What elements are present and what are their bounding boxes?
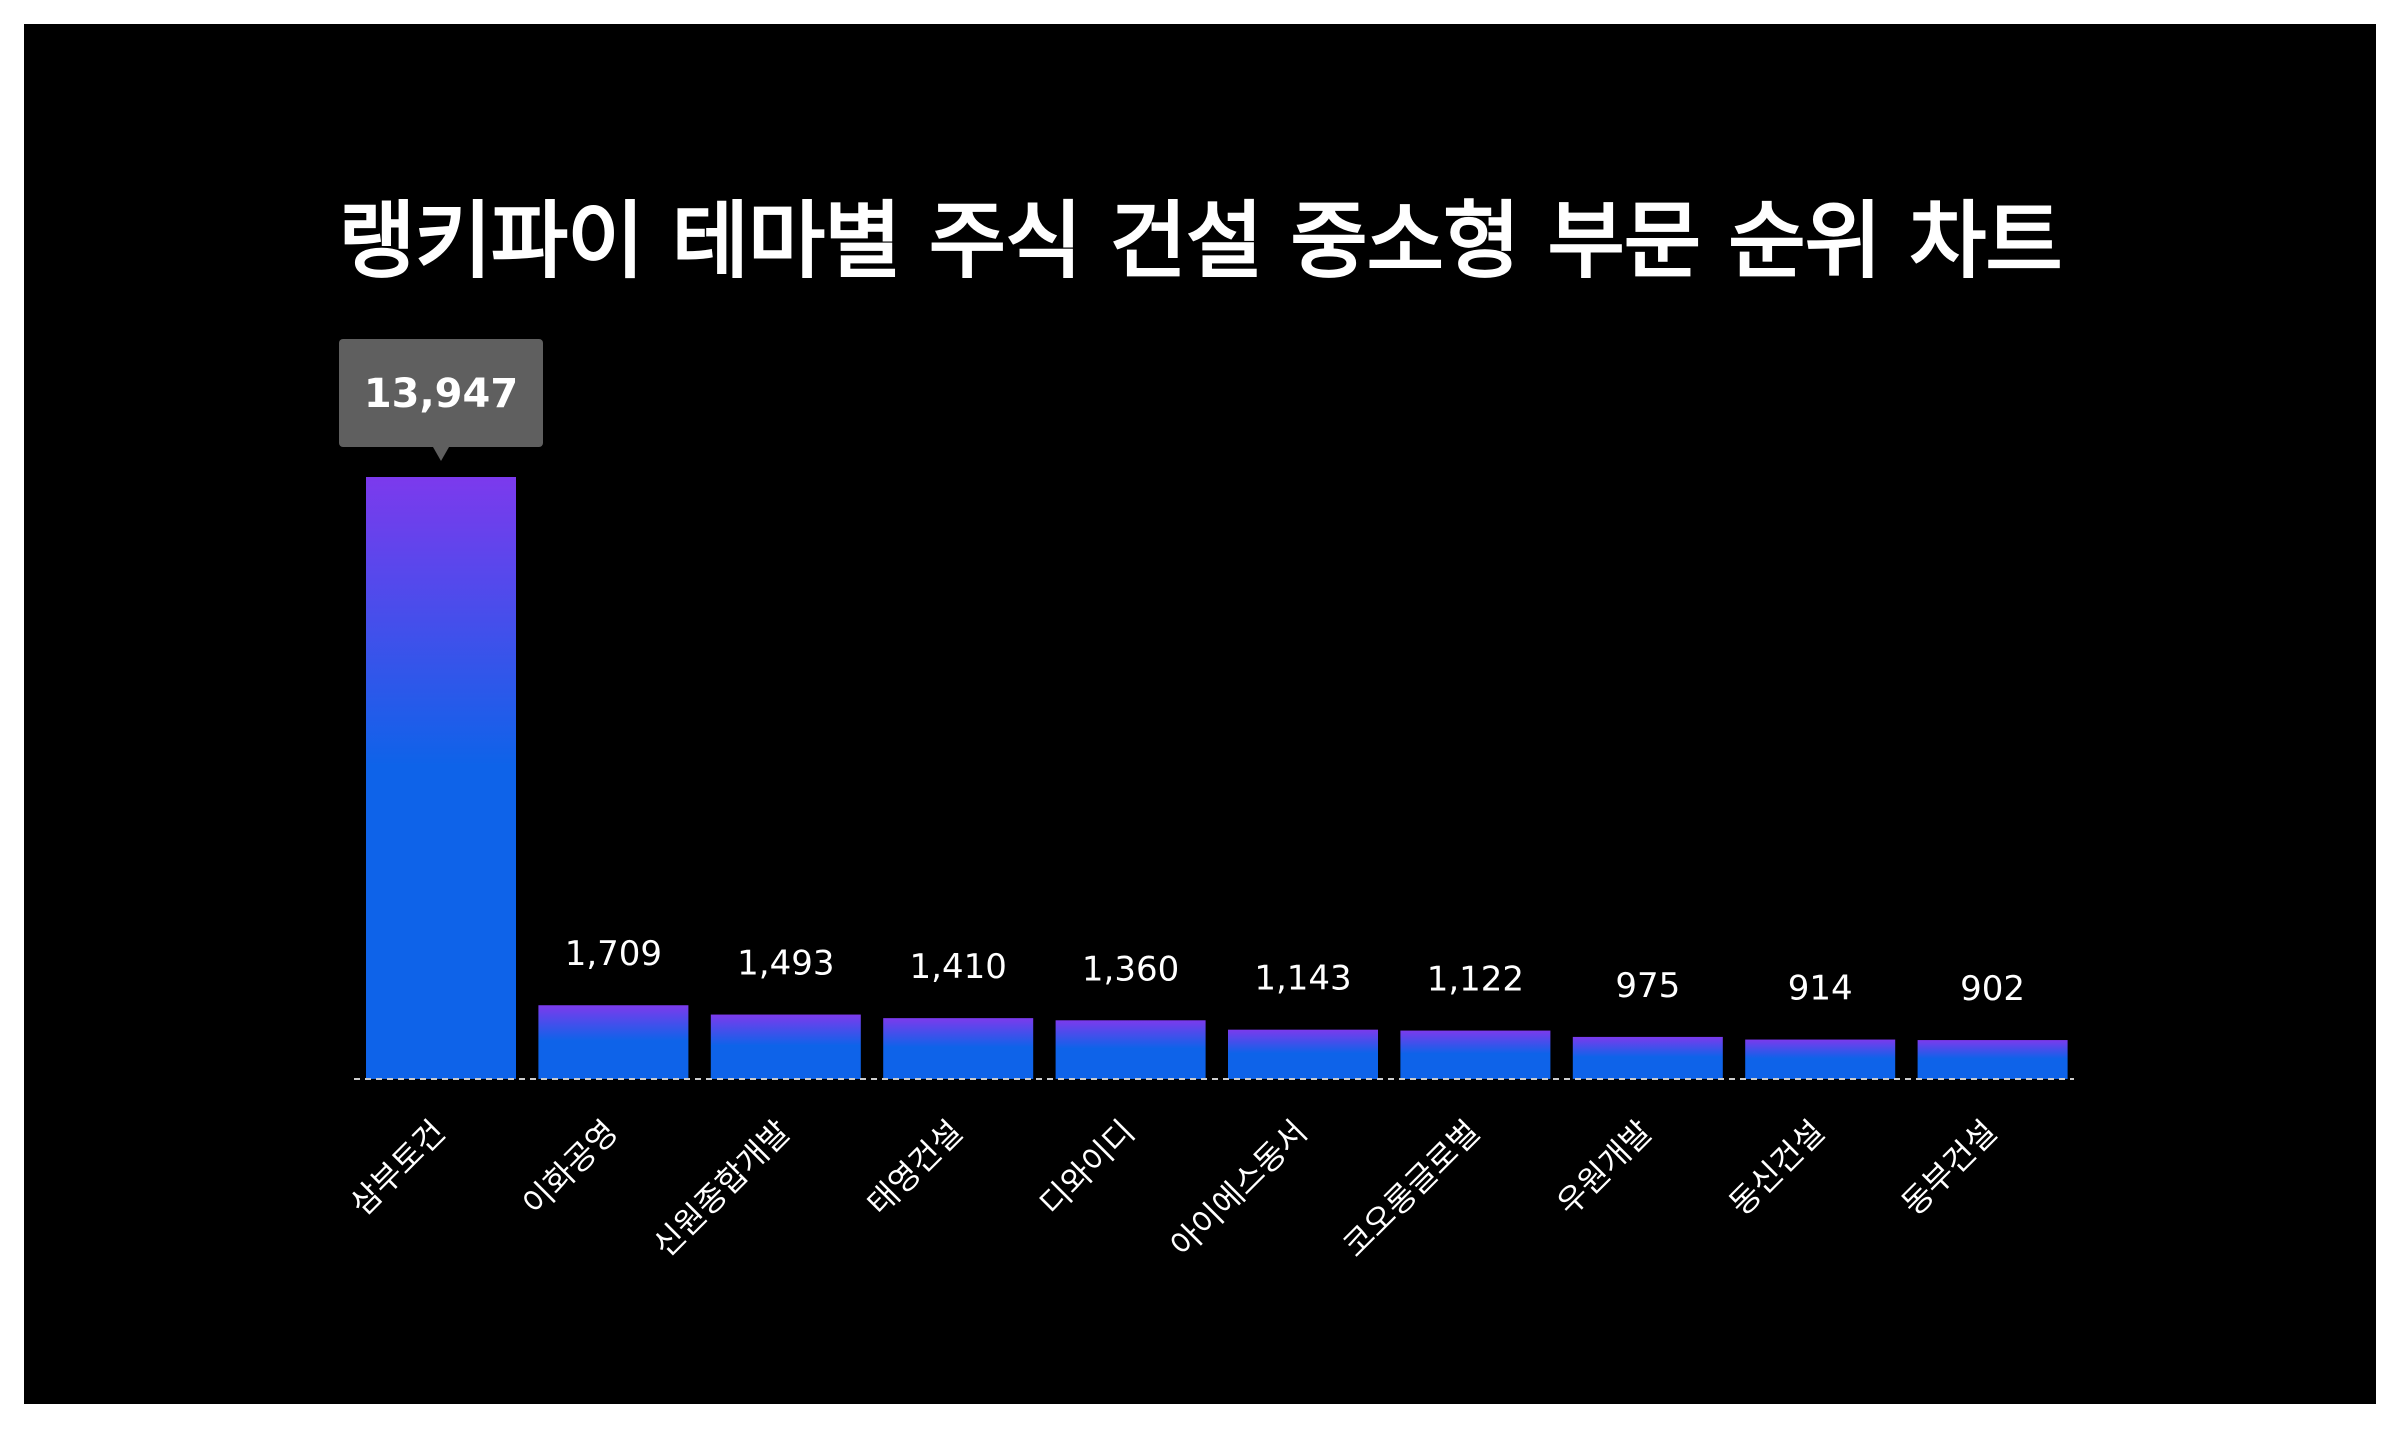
bar-3[interactable] bbox=[710, 1014, 861, 1079]
value-label-8: 975 bbox=[1615, 966, 1680, 1006]
category-label-6: 아이에스동서 bbox=[1163, 1113, 1315, 1265]
bar-2[interactable] bbox=[538, 1005, 689, 1079]
value-label-1: 13,947 bbox=[364, 371, 518, 417]
value-label-10: 902 bbox=[1960, 969, 2025, 1009]
bar-1[interactable] bbox=[366, 477, 516, 1079]
value-label-3: 1,493 bbox=[737, 944, 834, 984]
labels-layer: 13,947 삼부토건 1,709 이화공영 1,493 신원종합개발 1,410 태영건설 1… bbox=[339, 339, 2025, 1265]
category-label-3: 신원종합개발 bbox=[646, 1113, 798, 1265]
bar-7[interactable] bbox=[1400, 1030, 1551, 1079]
bar-8[interactable] bbox=[1572, 1036, 1723, 1079]
bar-4[interactable] bbox=[883, 1018, 1034, 1079]
value-label-9: 914 bbox=[1788, 969, 1853, 1009]
value-label-4: 1,410 bbox=[910, 947, 1007, 987]
category-label-2: 이화공영 bbox=[515, 1113, 625, 1223]
value-label-7: 1,122 bbox=[1427, 960, 1524, 1000]
category-label-5: 디와이디 bbox=[1032, 1113, 1142, 1223]
category-label-7: 코오롱글로벌 bbox=[1335, 1113, 1487, 1265]
category-label-10: 동부건설 bbox=[1894, 1113, 2004, 1223]
value-tooltip: 13,947 bbox=[339, 339, 543, 461]
bar-9[interactable] bbox=[1745, 1039, 1896, 1079]
bars-layer bbox=[366, 477, 2068, 1079]
bar-chart: 13,947 삼부토건 1,709 이화공영 1,493 신원종합개발 1,410 태영건설 1… bbox=[339, 339, 2074, 1265]
bar-10[interactable] bbox=[1917, 1040, 2068, 1079]
chart-title: 랭키파이 테마별 주식 건설 중소형 부문 순위 차트 bbox=[338, 192, 2062, 290]
value-label-6: 1,143 bbox=[1254, 959, 1351, 999]
bar-6[interactable] bbox=[1228, 1029, 1378, 1079]
category-label-4: 태영건설 bbox=[860, 1113, 970, 1223]
tooltip-pointer bbox=[433, 447, 449, 461]
category-label-9: 동신건설 bbox=[1722, 1113, 1832, 1223]
category-label-8: 우원개발 bbox=[1549, 1113, 1659, 1223]
tooltip-box bbox=[339, 339, 543, 447]
bar-5[interactable] bbox=[1055, 1020, 1206, 1079]
value-label-5: 1,360 bbox=[1082, 949, 1179, 989]
category-label-1: 삼부토건 bbox=[343, 1113, 453, 1223]
value-label-2: 1,709 bbox=[565, 934, 662, 974]
chart-frame: 랭키파이 테마별 주식 건설 중소형 부문 순위 차트 13,947 삼부토건 1,… bbox=[24, 24, 2376, 1404]
